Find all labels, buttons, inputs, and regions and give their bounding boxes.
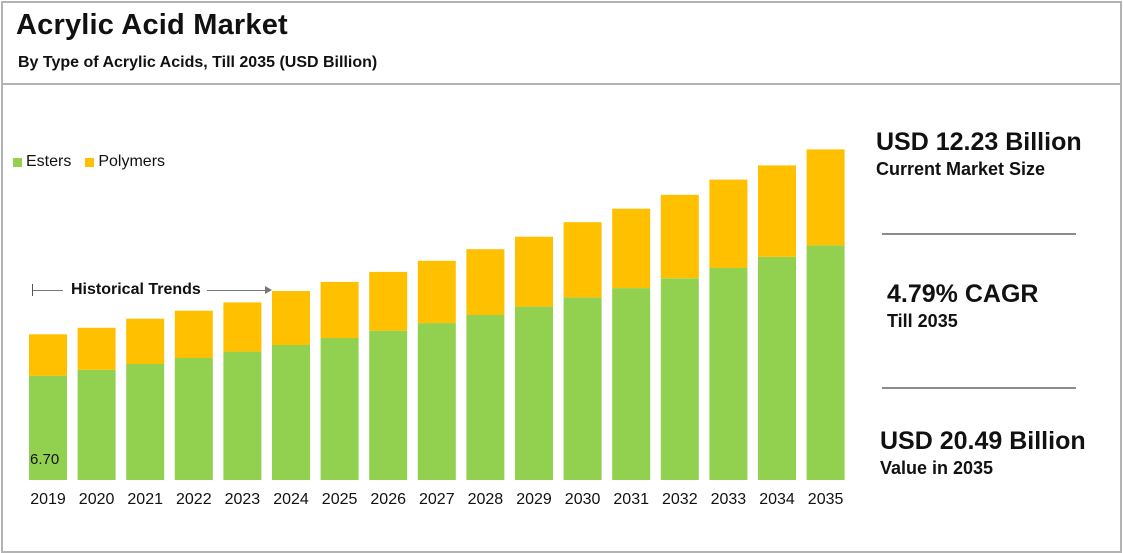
historical-trends-label: Historical Trends bbox=[71, 281, 201, 298]
bar-polymers-2023 bbox=[223, 302, 262, 352]
bar-esters-2028 bbox=[466, 315, 505, 480]
x-tick-label: 2026 bbox=[370, 491, 406, 508]
bar-esters-2019 bbox=[29, 375, 67, 480]
kpi-current-market-size: USD 12.23 Billion Current Market Size bbox=[876, 128, 1082, 180]
legend-label-esters: Esters bbox=[26, 153, 72, 170]
bar-polymers-2028 bbox=[466, 249, 505, 315]
bar-esters-2034 bbox=[758, 257, 796, 480]
kpi-divider-2 bbox=[882, 387, 1076, 389]
bar-esters-2025 bbox=[320, 338, 359, 480]
legend-label-polymers: Polymers bbox=[98, 153, 166, 170]
historical-line-right bbox=[206, 289, 265, 291]
x-tick-label: 2020 bbox=[79, 491, 115, 508]
historical-line-left bbox=[33, 289, 63, 291]
legend-swatch-esters bbox=[13, 157, 22, 167]
header: Acrylic Acid Market By Type of Acrylic A… bbox=[3, 3, 1120, 85]
kpi-2035-label: Value in 2035 bbox=[880, 458, 994, 478]
bar-polymers-2025 bbox=[320, 281, 359, 339]
page-title: Acrylic Acid Market bbox=[16, 9, 288, 41]
kpi-cagr-label: Till 2035 bbox=[887, 311, 958, 331]
bar-polymers-2033 bbox=[709, 179, 748, 268]
bar-polymers-2022 bbox=[174, 310, 213, 358]
x-tick-label: 2030 bbox=[565, 491, 601, 508]
kpi-cagr: 4.79% CAGR Till 2035 bbox=[887, 280, 1038, 332]
bar-polymers-2024 bbox=[272, 291, 310, 345]
legend-item-polymers: Polymers bbox=[85, 153, 165, 171]
x-tick-label: 2031 bbox=[613, 491, 649, 508]
legend-swatch-polymers bbox=[85, 157, 95, 167]
historical-start-tick bbox=[32, 284, 33, 296]
bar-esters-2033 bbox=[709, 267, 748, 480]
bar-esters-2020 bbox=[77, 369, 116, 480]
x-tick-label: 2022 bbox=[176, 491, 212, 508]
kpi-value-2035: USD 20.49 Billion Value in 2035 bbox=[880, 427, 1086, 479]
kpi-cagr-value: 4.79% CAGR bbox=[887, 280, 1039, 308]
bar-esters-2023 bbox=[223, 351, 262, 480]
bar-esters-2032 bbox=[660, 278, 699, 480]
x-tick-label: 2029 bbox=[516, 491, 552, 508]
x-tick-label: 2019 bbox=[30, 491, 66, 508]
bar-esters-2029 bbox=[515, 306, 553, 480]
bar-esters-2021 bbox=[126, 364, 165, 480]
bar-polymers-2020 bbox=[77, 327, 116, 370]
bar-polymers-2027 bbox=[417, 260, 456, 324]
bar-esters-2022 bbox=[174, 358, 213, 480]
bar-esters-2031 bbox=[612, 288, 651, 480]
x-tick-label: 2035 bbox=[808, 491, 844, 508]
x-tick-label: 2032 bbox=[662, 491, 698, 508]
x-tick-label: 2023 bbox=[225, 491, 261, 508]
x-tick-label: 2033 bbox=[711, 491, 747, 508]
bar-polymers-2019 bbox=[29, 334, 67, 376]
kpi-current-label: Current Market Size bbox=[876, 159, 1046, 179]
x-tick-label: 2028 bbox=[468, 491, 504, 508]
bar-polymers-2021 bbox=[126, 318, 165, 364]
x-tick-label: 2024 bbox=[273, 491, 309, 508]
bar-polymers-2030 bbox=[563, 222, 602, 298]
kpi-2035-value: USD 20.49 Billion bbox=[880, 427, 1086, 455]
data-label-2019: 6.70 bbox=[30, 451, 59, 468]
x-tick-label: 2021 bbox=[127, 491, 163, 508]
chart-legend: Esters Polymers bbox=[13, 153, 179, 171]
bar-esters-2027 bbox=[417, 323, 456, 480]
kpi-divider-1 bbox=[882, 233, 1076, 235]
bar-polymers-2026 bbox=[369, 271, 408, 331]
bar-polymers-2032 bbox=[660, 194, 699, 279]
bar-polymers-2029 bbox=[515, 236, 553, 307]
kpi-current-value: USD 12.23 Billion bbox=[876, 128, 1082, 156]
bar-esters-2026 bbox=[369, 330, 408, 480]
bar-polymers-2035 bbox=[806, 149, 845, 246]
bar-esters-2035 bbox=[806, 245, 845, 480]
page-subtitle: By Type of Acrylic Acids, Till 2035 (USD… bbox=[18, 54, 378, 71]
x-tick-label: 2027 bbox=[419, 491, 455, 508]
legend-item-esters: Esters bbox=[13, 153, 71, 171]
bar-polymers-2031 bbox=[612, 208, 651, 289]
x-tick-label: 2025 bbox=[322, 491, 358, 508]
bar-polymers-2034 bbox=[758, 165, 796, 257]
bar-esters-2030 bbox=[563, 297, 602, 480]
bar-esters-2024 bbox=[272, 345, 310, 480]
x-tick-label: 2034 bbox=[759, 491, 795, 508]
historical-trends-annotation: Historical Trends bbox=[32, 280, 272, 300]
arrow-right-icon bbox=[264, 286, 272, 294]
